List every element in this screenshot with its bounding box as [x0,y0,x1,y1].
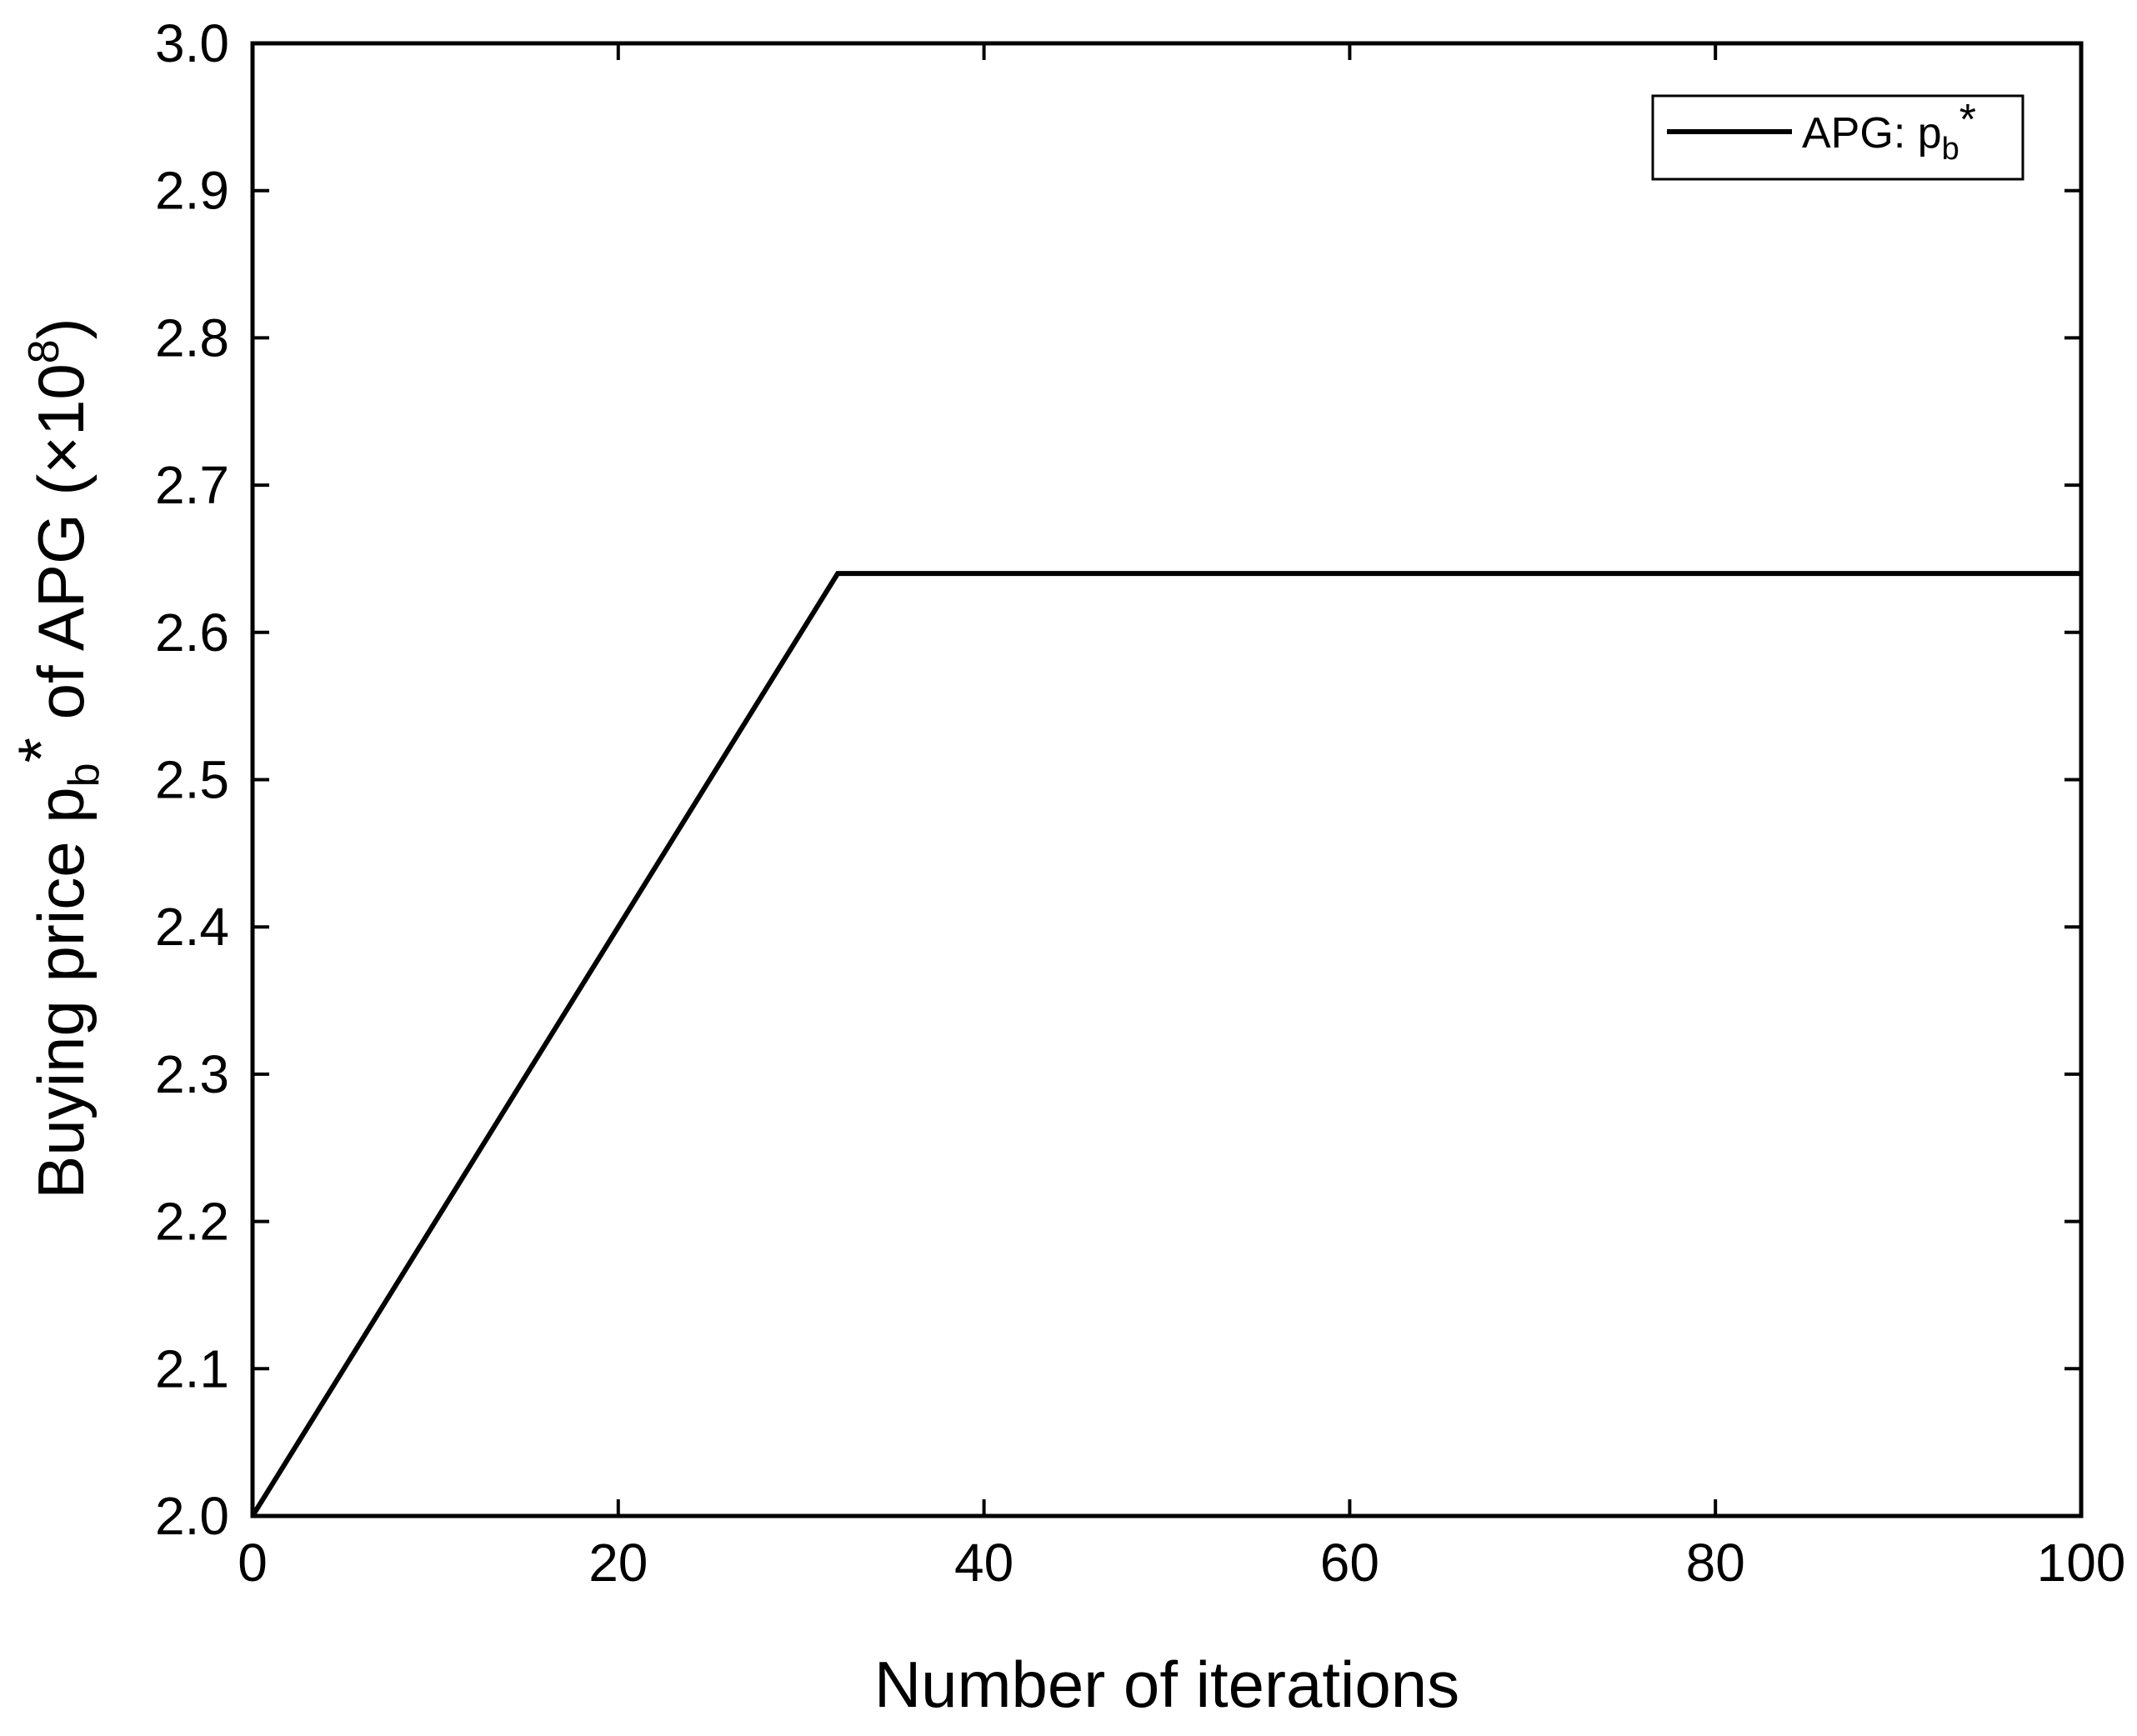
legend-label-sub: b [1942,132,1959,167]
y-tick-label: 2.4 [155,897,229,957]
y-axis-label-main: Buying price p [24,787,98,1198]
y-tick-label: 2.1 [155,1338,229,1398]
x-axis-label: Number of iterations [874,1648,1459,1721]
legend-box [1651,94,2024,181]
y-tick-label: 3.0 [155,13,229,73]
plot-frame [250,41,2084,1518]
x-tick-label: 20 [588,1533,648,1593]
y-tick-label: 2.7 [155,455,229,515]
y-tick-label: 2.8 [155,308,229,368]
y-tick-label: 2.9 [155,161,229,221]
y-axis: 2.0 2.1 2.2 2.3 2.4 2.5 2.6 2.7 2.8 2.9 3.0 [155,13,2081,1546]
y-tick-label: 2.2 [155,1192,229,1252]
plot-area [250,41,2084,1518]
x-tick-label: 0 [238,1533,268,1593]
legend-label-main: APG: p [1802,109,1942,158]
legend: APG: pb* [1651,94,2024,181]
y-tick-label: 2.0 [155,1486,229,1546]
x-tick-label: 80 [1686,1533,1745,1593]
y-tick-label: 2.3 [155,1044,229,1104]
y-axis-label-sub: b [60,763,108,787]
x-tick-label: 40 [954,1533,1013,1593]
series-group [250,571,2081,1518]
y-axis-label: Buying price pb* of APG (×108) [4,318,108,1198]
legend-label-star: * [1959,96,1976,144]
series-line [250,571,2081,1518]
y-axis-label-close: ) [24,318,98,339]
y-axis-label-star: * [4,738,78,763]
x-axis: 0 20 40 60 80 100 [238,43,2125,1593]
y-axis-label-exp: 8 [20,339,68,363]
x-tick-label: 100 [2037,1533,2126,1593]
y-tick-label: 2.5 [155,750,229,810]
legend-label: APG: pb* [1802,96,1976,167]
y-tick-label: 2.6 [155,603,229,663]
y-axis-label-rest: of APG (×10 [24,363,98,738]
x-tick-label: 60 [1320,1533,1379,1593]
